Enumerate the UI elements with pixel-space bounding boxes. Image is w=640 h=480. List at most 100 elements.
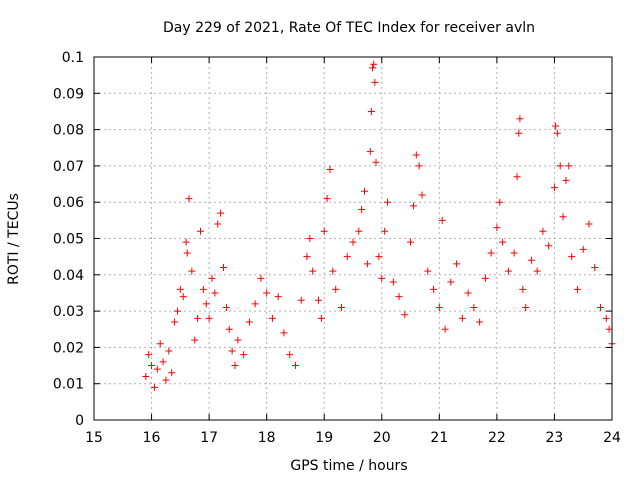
data-point xyxy=(513,173,521,181)
data-point xyxy=(533,267,541,275)
data-point xyxy=(317,314,325,322)
data-point xyxy=(499,238,507,246)
data-point xyxy=(568,253,576,261)
data-point xyxy=(191,336,199,344)
data-point xyxy=(332,285,340,293)
data-point xyxy=(579,245,587,253)
y-tick-label: 0 xyxy=(75,413,84,429)
x-tick-label: 16 xyxy=(143,430,161,446)
y-tick-label: 0.01 xyxy=(53,377,84,393)
data-point xyxy=(231,362,239,370)
data-point xyxy=(424,267,432,275)
data-point xyxy=(306,235,314,242)
data-point xyxy=(274,293,282,301)
data-point xyxy=(150,383,158,391)
data-point xyxy=(550,184,558,192)
x-tick-label: 21 xyxy=(430,430,448,446)
data-point xyxy=(559,213,567,221)
data-point xyxy=(412,151,420,159)
data-point xyxy=(309,267,317,275)
y-axis-label: ROTI / TECUs xyxy=(6,193,22,285)
data-point xyxy=(329,267,337,275)
data-points xyxy=(142,60,616,391)
data-point xyxy=(447,278,455,286)
data-point xyxy=(372,158,380,166)
x-tick-label: 24 xyxy=(603,430,621,446)
x-tick-label: 18 xyxy=(258,430,276,446)
data-point xyxy=(194,314,202,322)
data-point xyxy=(183,249,191,257)
data-point xyxy=(182,238,190,246)
data-point xyxy=(418,191,426,199)
data-point xyxy=(375,253,383,261)
data-point xyxy=(458,314,466,322)
data-point xyxy=(176,285,184,293)
data-point xyxy=(173,307,181,315)
data-point xyxy=(185,195,193,203)
x-tick-label: 20 xyxy=(373,430,391,446)
data-point xyxy=(355,227,363,235)
data-point xyxy=(179,293,187,301)
plot-frame xyxy=(93,56,613,421)
x-tick-label: 17 xyxy=(200,430,218,446)
y-tick-label: 0.02 xyxy=(53,340,84,356)
data-point xyxy=(504,267,512,275)
data-point xyxy=(349,238,357,246)
data-point xyxy=(361,187,369,195)
data-point xyxy=(251,300,259,308)
data-point xyxy=(481,274,489,282)
data-point xyxy=(314,296,322,304)
data-point xyxy=(234,336,242,344)
data-point xyxy=(409,202,417,210)
data-point xyxy=(510,249,518,257)
data-point xyxy=(464,289,472,297)
data-point xyxy=(323,195,331,203)
data-point xyxy=(156,340,164,348)
data-point xyxy=(496,198,504,206)
data-point xyxy=(263,289,271,297)
data-point xyxy=(381,227,389,235)
x-tick-label: 19 xyxy=(315,430,333,446)
data-point xyxy=(401,311,409,319)
data-point xyxy=(487,249,495,257)
data-point xyxy=(145,351,153,359)
data-point xyxy=(565,162,573,170)
y-tick-label: 0.03 xyxy=(53,304,84,320)
data-point xyxy=(188,267,196,275)
data-point xyxy=(245,318,253,326)
data-point xyxy=(217,209,225,217)
y-tick-label: 0.04 xyxy=(53,268,84,284)
x-axis-label: GPS time / hours xyxy=(290,458,407,474)
data-point xyxy=(220,264,227,272)
data-point xyxy=(268,314,276,322)
data-point xyxy=(596,303,604,311)
data-point xyxy=(286,351,294,359)
axis-ticks: 15 16 17 18 19 20 21 22 23 24 0 0.01 0.02 0.03 0.04 0.0… xyxy=(53,50,621,446)
data-point xyxy=(199,285,207,293)
data-point xyxy=(202,300,210,308)
data-point xyxy=(441,325,449,333)
y-tick-label: 0.1 xyxy=(62,50,84,66)
data-point xyxy=(171,318,179,326)
data-point xyxy=(366,147,374,155)
data-point xyxy=(326,166,334,174)
data-point xyxy=(363,260,371,268)
data-point xyxy=(337,303,345,311)
data-point xyxy=(435,303,443,311)
data-point xyxy=(211,289,219,297)
data-point xyxy=(605,325,613,333)
data-point xyxy=(407,238,415,246)
data-point xyxy=(562,176,570,184)
y-tick-label: 0.08 xyxy=(53,123,84,139)
data-point xyxy=(369,64,377,72)
y-tick-label: 0.05 xyxy=(53,232,84,248)
data-point xyxy=(153,365,161,373)
x-tick-label: 23 xyxy=(546,430,564,446)
y-tick-label: 0.09 xyxy=(53,86,84,102)
data-point xyxy=(515,129,523,137)
data-point xyxy=(142,372,150,380)
data-point xyxy=(358,205,366,213)
data-point xyxy=(476,318,484,326)
